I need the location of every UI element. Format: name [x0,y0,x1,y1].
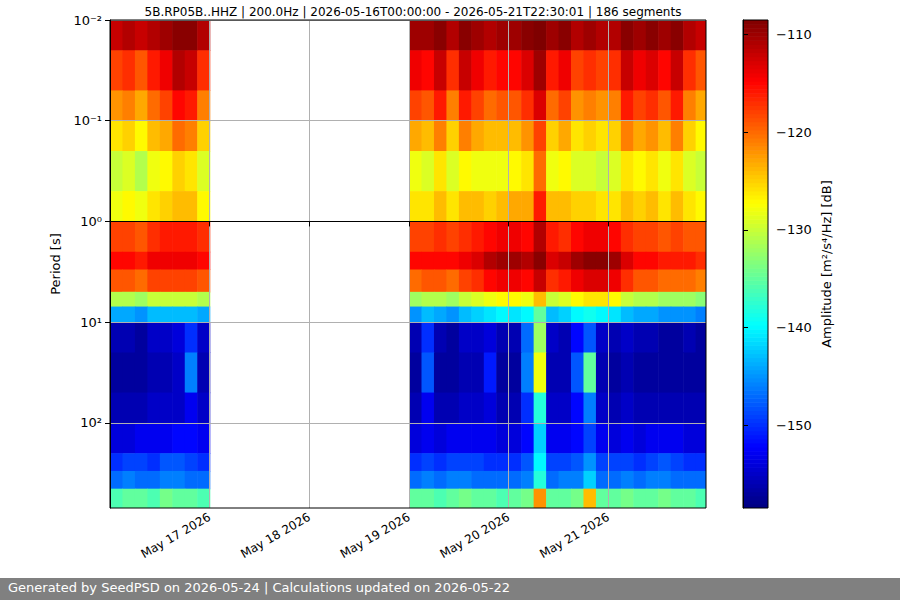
svg-text:10¹: 10¹ [80,315,102,330]
svg-text:May 20 2026: May 20 2026 [438,510,513,561]
svg-text:May 21 2026: May 21 2026 [537,510,612,561]
svg-text:10⁰: 10⁰ [80,214,102,229]
svg-text:10²: 10² [80,415,102,430]
svg-text:−120: −120 [776,125,812,140]
svg-text:−150: −150 [776,418,812,433]
svg-text:10⁻¹: 10⁻¹ [73,113,102,128]
svg-text:May 19 2026: May 19 2026 [338,510,413,561]
svg-text:−130: −130 [776,222,812,237]
svg-text:May 17 2026: May 17 2026 [138,510,213,561]
svg-text:−140: −140 [776,320,812,335]
svg-text:10⁻²: 10⁻² [73,13,102,28]
svg-text:Amplitude [m²/s⁴/Hz] [dB]: Amplitude [m²/s⁴/Hz] [dB] [819,180,834,348]
svg-text:−110: −110 [776,27,812,42]
svg-text:May 18 2026: May 18 2026 [238,510,313,561]
svg-text:5B.RP05B..HHZ | 200.0Hz | 2026: 5B.RP05B..HHZ | 200.0Hz | 2026-05-16T00:… [145,5,682,19]
svg-text:Generated by SeedPSD on 2026-0: Generated by SeedPSD on 2026-05-24 | Cal… [8,580,510,595]
svg-text:Period [s]: Period [s] [48,233,63,295]
